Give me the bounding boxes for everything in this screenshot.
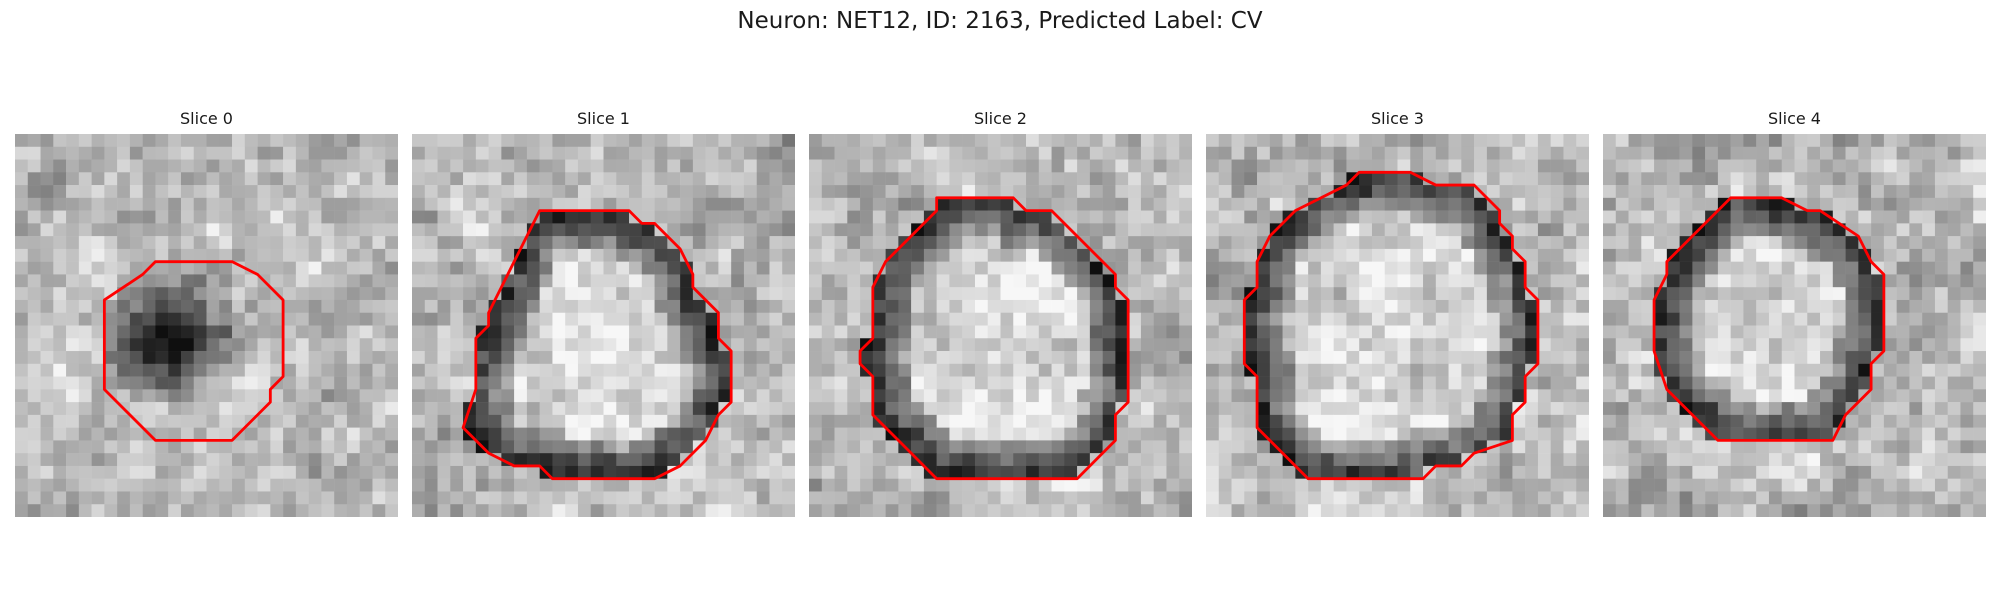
panel-slice-3: Slice 3 <box>1206 108 1589 517</box>
panel-slice-2: Slice 2 <box>809 108 1192 517</box>
panel-title: Slice 4 <box>1768 109 1821 128</box>
figure-title: Neuron: NET12, ID: 2163, Predicted Label… <box>737 8 1263 34</box>
slice-image <box>809 134 1192 517</box>
slice-image <box>15 134 398 517</box>
panel-title: Slice 1 <box>577 109 630 128</box>
roi-contour <box>102 260 285 442</box>
panel-slice-4: Slice 4 <box>1603 108 1986 517</box>
pixel-grid <box>412 134 795 517</box>
roi-contour <box>1652 196 1886 442</box>
slice-image <box>412 134 795 517</box>
pixel-grid <box>1206 134 1589 517</box>
slice-image <box>1206 134 1589 517</box>
slice-image <box>1603 134 1986 517</box>
pixel-grid <box>1603 134 1986 517</box>
pixel-grid <box>809 134 1192 517</box>
roi-contour <box>1242 170 1540 481</box>
pixel-grid <box>15 134 398 517</box>
panel-title: Slice 3 <box>1371 109 1424 128</box>
panel-title: Slice 2 <box>974 109 1027 128</box>
roi-contour <box>461 209 733 481</box>
panel-slice-1: Slice 1 <box>412 108 795 517</box>
panel-slice-0: Slice 0 <box>15 108 398 517</box>
roi-contour <box>858 196 1130 481</box>
panel-title: Slice 0 <box>180 109 233 128</box>
